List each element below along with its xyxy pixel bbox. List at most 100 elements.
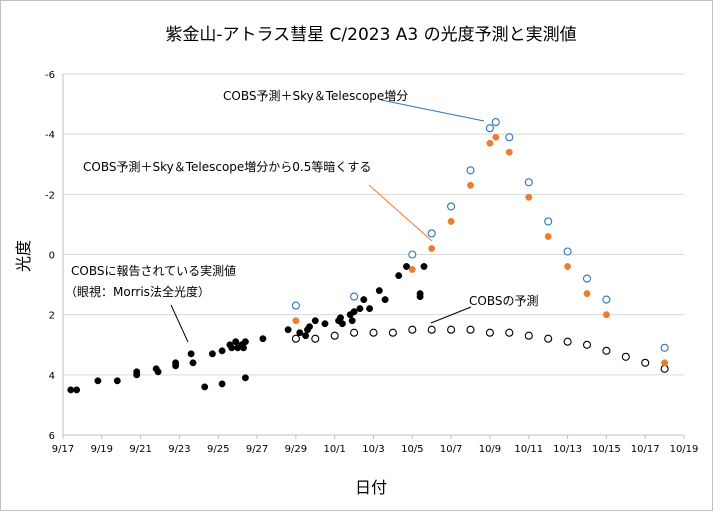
data-point xyxy=(447,217,455,225)
data-point xyxy=(485,124,494,133)
axes xyxy=(62,74,685,439)
data-point xyxy=(544,334,553,343)
data-point xyxy=(291,334,300,343)
y-tick-label: 2 xyxy=(49,311,55,322)
data-point xyxy=(218,347,226,355)
data-point xyxy=(486,139,494,147)
data-point xyxy=(641,358,650,367)
data-point xyxy=(525,193,533,201)
data-point xyxy=(416,293,424,301)
data-point xyxy=(292,317,300,325)
data-point xyxy=(661,359,669,367)
data-point xyxy=(350,328,359,337)
data-point xyxy=(544,233,552,240)
data-point xyxy=(218,380,226,388)
x-tick-label: 10/7 xyxy=(440,444,462,455)
annotation-leader xyxy=(430,306,472,324)
data-point xyxy=(360,296,368,304)
data-point xyxy=(172,362,180,370)
x-tick-label: 9/25 xyxy=(207,444,229,455)
data-point xyxy=(133,371,141,379)
data-point xyxy=(491,118,500,127)
data-point xyxy=(241,374,249,382)
data-point xyxy=(369,328,378,337)
annotation-st-forecast: COBS予測＋Sky＆Telescope増分 xyxy=(223,89,408,103)
data-point xyxy=(366,305,374,313)
data-point xyxy=(602,295,611,304)
data-point xyxy=(420,263,428,270)
data-point xyxy=(154,368,162,376)
y-tick-label: -4 xyxy=(45,130,55,141)
x-tick-label: 9/23 xyxy=(168,444,190,455)
data-point xyxy=(602,346,611,355)
data-point xyxy=(338,320,346,328)
data-point xyxy=(403,263,410,270)
data-point xyxy=(350,292,359,301)
data-point xyxy=(447,202,456,211)
data-point xyxy=(660,343,669,352)
data-points xyxy=(67,118,669,394)
data-point xyxy=(564,263,572,270)
y-axis-title: 光度 xyxy=(14,240,33,272)
data-point xyxy=(583,290,591,298)
data-point xyxy=(189,359,197,367)
data-point xyxy=(447,325,456,334)
data-point xyxy=(113,377,121,385)
y-tick-label: 6 xyxy=(49,431,55,442)
data-point xyxy=(427,229,436,238)
data-point xyxy=(187,350,195,358)
data-point xyxy=(395,272,403,280)
data-point xyxy=(201,383,209,391)
annotation-st-minus-half: COBS予測＋Sky＆Telescope増分から0.5等暗くする xyxy=(83,159,371,174)
data-point xyxy=(321,320,329,328)
x-tick-label: 9/19 xyxy=(91,444,113,455)
data-point xyxy=(375,287,383,295)
data-point xyxy=(241,338,249,346)
data-point xyxy=(428,245,436,252)
data-point xyxy=(563,337,572,346)
x-tick-label: 9/21 xyxy=(129,444,151,455)
x-tick-label: 10/3 xyxy=(362,444,384,455)
x-axis-title: 日付 xyxy=(355,478,387,497)
data-point xyxy=(350,308,358,316)
annotation-leader xyxy=(380,99,485,122)
data-point xyxy=(524,178,533,187)
y-tick-label: 0 xyxy=(49,251,55,262)
data-point xyxy=(232,338,240,346)
annotations: COBS予測＋Sky＆Telescope増分 COBS予測＋Sky＆Telesc… xyxy=(65,89,538,308)
data-point xyxy=(311,334,320,343)
data-point xyxy=(466,166,475,175)
data-point xyxy=(302,332,310,340)
x-tick-labels: 9/17 9/19 9/21 9/23 9/25 9/27 9/29 10/1 10/3 10/5… xyxy=(52,444,699,455)
x-tick-label: 9/29 xyxy=(285,444,307,455)
data-point xyxy=(330,331,339,340)
data-point xyxy=(388,328,397,337)
data-point xyxy=(73,386,81,394)
data-point xyxy=(240,344,247,352)
y-tick-label: 4 xyxy=(49,371,55,382)
annotation-observed-line1: COBSに報告されている実測値 xyxy=(71,263,236,278)
data-point xyxy=(485,328,494,337)
data-point xyxy=(582,274,592,283)
data-point xyxy=(381,296,389,304)
annotation-cobs-forecast: COBSの予測 xyxy=(469,294,538,308)
x-tick-label: 9/17 xyxy=(52,444,74,455)
data-point xyxy=(544,217,553,226)
data-point xyxy=(291,301,300,310)
data-point xyxy=(408,250,417,259)
data-point xyxy=(505,328,514,337)
data-point xyxy=(94,377,102,385)
series-2 xyxy=(291,118,669,352)
data-point xyxy=(67,386,75,394)
data-point xyxy=(524,331,533,340)
data-point xyxy=(602,311,610,319)
data-point xyxy=(492,133,500,141)
series-0 xyxy=(67,263,428,394)
data-point xyxy=(505,148,513,156)
data-point xyxy=(306,323,313,331)
annotation-leader xyxy=(368,184,433,242)
data-point xyxy=(337,314,344,322)
data-point xyxy=(466,325,475,334)
